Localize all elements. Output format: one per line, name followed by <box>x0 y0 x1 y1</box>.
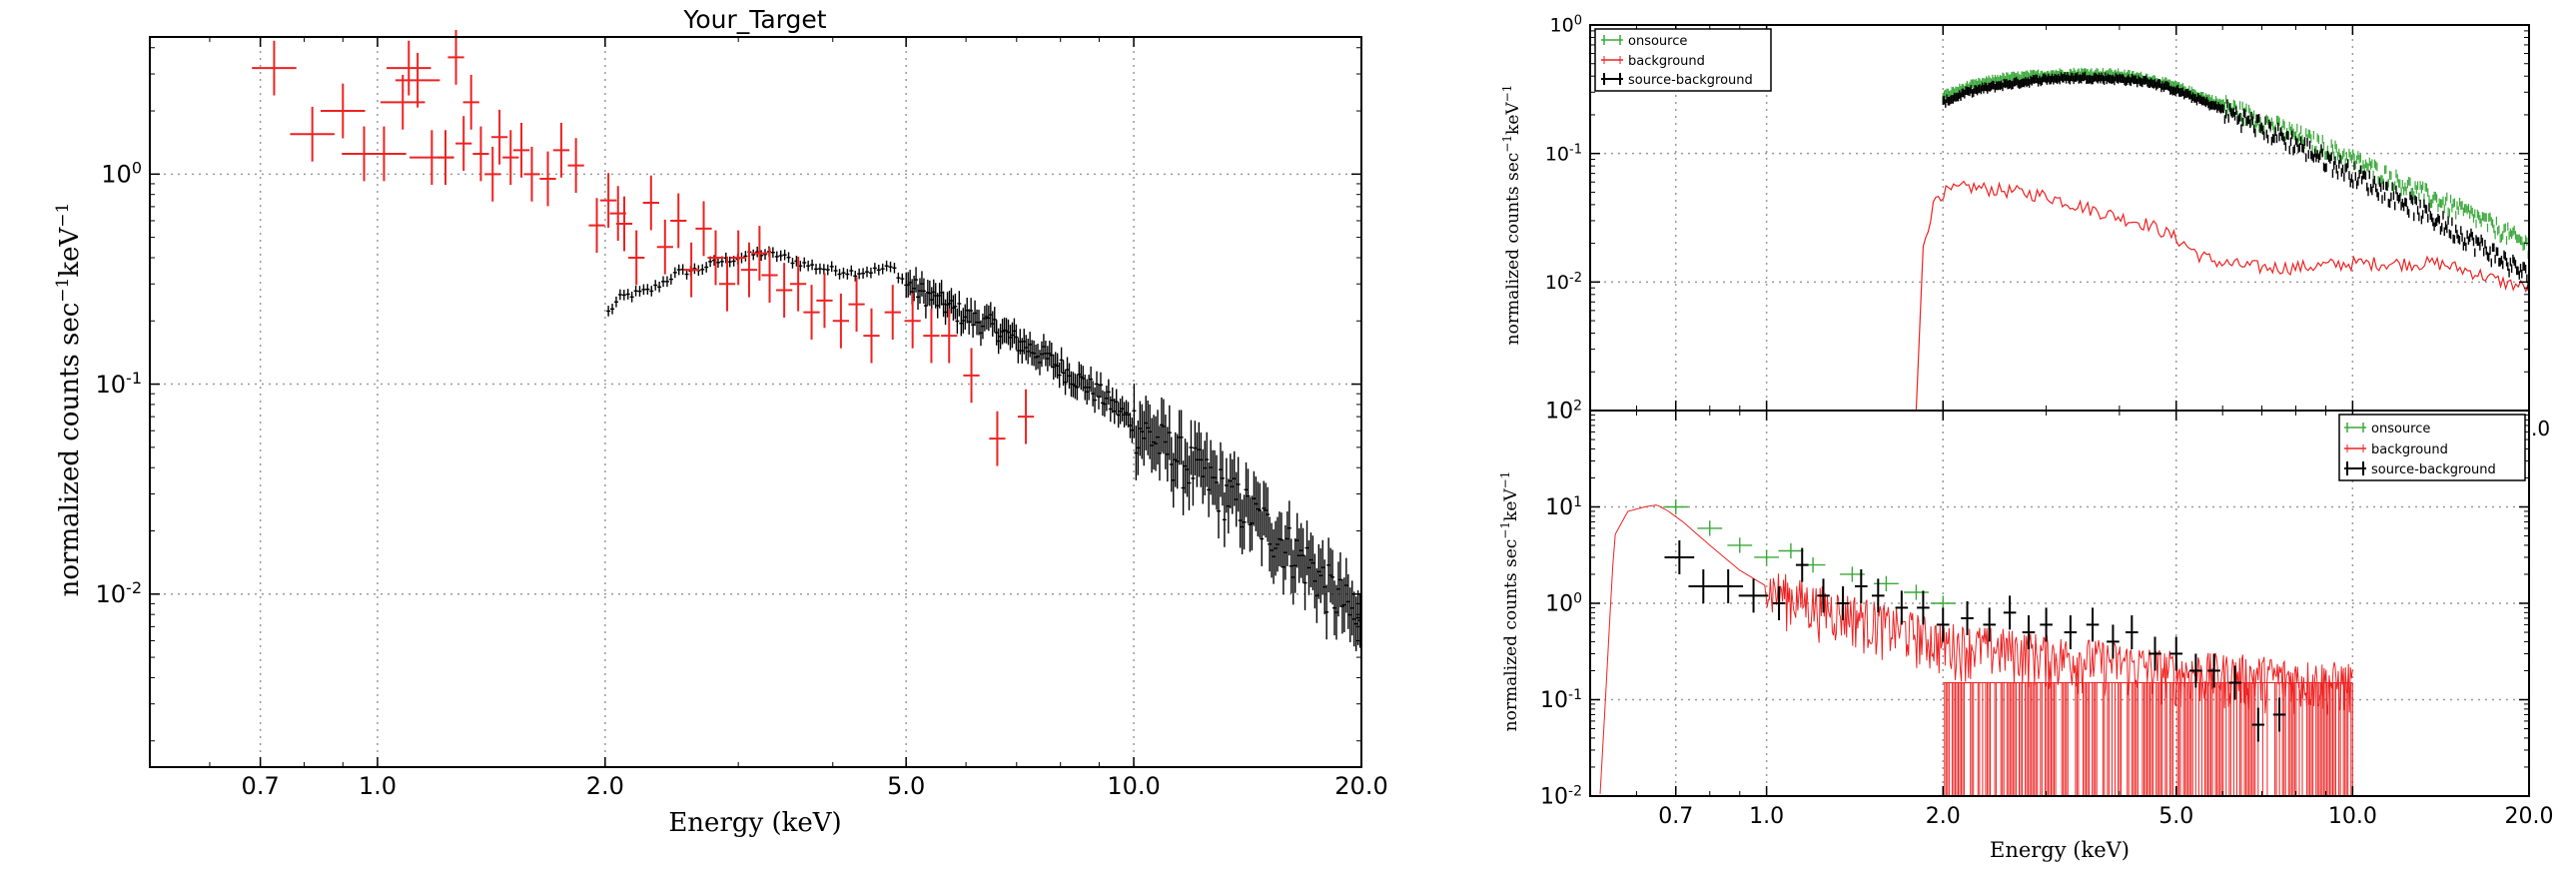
right-top-series <box>1915 67 2529 412</box>
rt-legend-srcbkg-marker <box>1601 73 1623 85</box>
right-top-ticks: 100 10-1 10-2 <box>1545 13 2530 411</box>
l-x-tick-label: 5.0 <box>887 772 925 800</box>
rt-y-tick-label: 100 <box>1550 13 1582 37</box>
rt-ylabel-main: normalized counts sec <box>1503 153 1523 346</box>
right-bottom-ticks: 0.7 1.0 2.0 5.0 10.0 20.0 102 101 100 10-1 10-2 <box>1540 399 2553 829</box>
l-y-tick-label: 100 <box>101 158 142 189</box>
left-ticks: 0.7 1.0 2.0 5.0 10.0 20.0 100 10-1 10-2 <box>96 37 1388 800</box>
rt-background-line <box>1915 180 2529 412</box>
rb-ylabel-sup1: −1 <box>1498 521 1512 539</box>
right-top-edge-label: .0 <box>2531 417 2550 440</box>
left-ylabel-main: normalized counts sec <box>55 303 85 597</box>
right-bottom-legend-box <box>2338 414 2526 481</box>
rt-legend-source-background: source-background <box>1628 73 1753 88</box>
rb-legend-onsource-marker <box>2344 423 2366 433</box>
right-bottom-y-axis-label: normalized counts sec−1keV−1 <box>1498 471 1521 732</box>
rb-x-tick-label: 2.0 <box>1926 804 1961 829</box>
left-x-axis-label: Energy (keV) <box>668 808 841 838</box>
left-ylabel-unit: keV <box>55 226 85 277</box>
left-grid <box>150 37 1361 767</box>
l-x-tick-label: 1.0 <box>359 772 397 800</box>
rt-y-tick-label: 10-1 <box>1545 142 1582 166</box>
rt-ylabel-sup1: −1 <box>1500 135 1514 153</box>
l-x-tick-label: 2.0 <box>586 772 624 800</box>
rb-y-tick-label: 100 <box>1545 591 1582 617</box>
rb-y-tick-label: 10-1 <box>1540 687 1582 713</box>
rb-background-line <box>1599 504 2353 795</box>
rt-legend-onsource-marker <box>1601 35 1623 45</box>
left-plot-frame <box>149 36 1362 768</box>
rb-y-tick-label: 102 <box>1545 399 1582 425</box>
right-bottom-legend: onsource background source-background <box>2338 414 2526 481</box>
rb-legend-onsource: onsource <box>2371 422 2430 436</box>
l-y-tick-label: 10-2 <box>96 578 143 609</box>
left-panel: 0.7 1.0 2.0 5.0 10.0 20.0 100 10-1 10-2 Your_Tar… <box>53 5 1388 838</box>
rb-y-tick-label: 101 <box>1545 494 1582 520</box>
rb-x-tick-label: 5.0 <box>2158 804 2193 829</box>
right-top-y-axis-label: normalized counts sec−1keV−1 <box>1500 85 1523 346</box>
right-top-legend-box <box>1594 28 1772 92</box>
l-x-tick-label: 10.0 <box>1107 772 1160 800</box>
l-x-tick-label: 0.7 <box>242 772 280 800</box>
rb-x-tick-label: 0.7 <box>1658 804 1693 829</box>
right-top-legend: onsource background source-background <box>1594 28 1772 92</box>
rb-legend-background-marker <box>2344 444 2366 452</box>
rb-y-tick-label: 10-2 <box>1540 784 1582 810</box>
rb-x-tick-label: 10.0 <box>2328 804 2377 829</box>
right-bottom-series <box>1599 498 2353 796</box>
left-ylabel-sup1: −1 <box>53 278 73 303</box>
right-bottom-panel: 0.7 1.0 2.0 5.0 10.0 20.0 102 101 100 10-1 10-2 En… <box>1498 399 2553 862</box>
rt-legend-background-marker <box>1601 56 1623 64</box>
rt-legend-onsource: onsource <box>1628 34 1687 49</box>
rt-legend-background: background <box>1628 54 1705 69</box>
right-bottom-x-axis-label: Energy (keV) <box>1990 838 2130 862</box>
rb-legend-source-background: source-background <box>2371 462 2496 477</box>
rb-legend-background: background <box>2371 442 2448 457</box>
rt-ylabel-sup2: −1 <box>1500 85 1514 103</box>
l-x-tick-label: 20.0 <box>1334 772 1387 800</box>
left-y-axis-label: normalized counts sec−1keV−1 <box>53 203 85 597</box>
left-chart-title: Your_Target <box>682 5 826 34</box>
left-ylabel-sup2: −1 <box>53 203 73 228</box>
rb-x-tick-label: 1.0 <box>1749 804 1784 829</box>
rt-ylabel-unit: keV <box>1503 102 1523 135</box>
rb-ylabel-main: normalized counts sec <box>1501 539 1521 732</box>
left-series <box>252 29 1362 651</box>
rt-y-tick-label: 10-2 <box>1545 270 1582 294</box>
rb-x-tick-label: 20.0 <box>2505 804 2554 829</box>
l-y-tick-label: 10-1 <box>96 368 143 399</box>
rb-ylabel-sup2: −1 <box>1498 471 1512 489</box>
rb-legend-srcbkg-marker <box>2344 461 2366 475</box>
rb-ylabel-unit: keV <box>1501 488 1521 521</box>
